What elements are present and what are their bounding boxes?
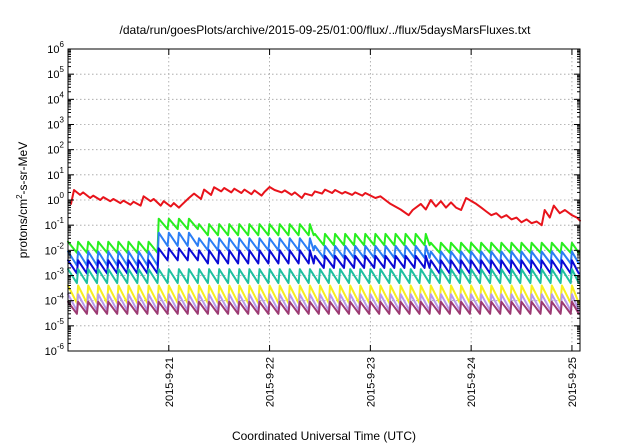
y-tick-label: 10-3 [45, 267, 65, 283]
series-line [67, 300, 580, 315]
x-tick-label: 2015-9-21 [164, 357, 176, 407]
series-line [67, 268, 580, 285]
y-axis-title: protons/cm2-s-sr-MeV [15, 142, 30, 258]
y-tick-label: 10-1 [45, 216, 65, 232]
series-layer [67, 186, 581, 315]
y-tick-label: 106 [47, 40, 64, 56]
y-tick-label: 10-6 [45, 342, 65, 358]
x-tick-label: 2015-9-22 [265, 357, 277, 407]
y-tick-label: 101 [47, 166, 64, 182]
x-tick-labels: 2015-9-21 2015-9-22 2015-9-23 2015-9-24 2015… [164, 357, 579, 407]
y-tick-label: 104 [47, 90, 64, 106]
series-line [67, 284, 580, 305]
series-line [67, 217, 580, 254]
x-tick-label: 2015-9-24 [466, 357, 478, 407]
y-axis-title-base: protons/cm [16, 199, 30, 258]
axis-ticks [68, 48, 580, 352]
y-tick-label: 100 [47, 191, 64, 207]
chart-title: /data/run/goesPlots/archive/2015-09-25/0… [120, 23, 532, 37]
y-tick-label: 102 [47, 141, 64, 157]
series-line [70, 186, 581, 227]
y-axis-title-sup: 2 [15, 194, 24, 199]
x-tick-label: 2015-9-23 [365, 357, 377, 407]
y-tick-label: 103 [47, 116, 64, 132]
x-axis-title: Coordinated Universal Time (UTC) [232, 429, 416, 443]
y-tick-label: 10-5 [45, 317, 65, 333]
y-axis-title-rest: -s-sr-MeV [16, 142, 30, 195]
y-tick-labels: 106 105 104 103 102 101 100 10-1 10-2 10-3 10-4 10-… [45, 40, 65, 358]
y-tick-label: 105 [47, 65, 64, 81]
x-tick-label: 2015-9-25 [567, 357, 579, 407]
series-line [67, 293, 580, 312]
y-tick-label: 10-4 [45, 292, 65, 308]
y-tick-label: 10-2 [45, 241, 65, 257]
